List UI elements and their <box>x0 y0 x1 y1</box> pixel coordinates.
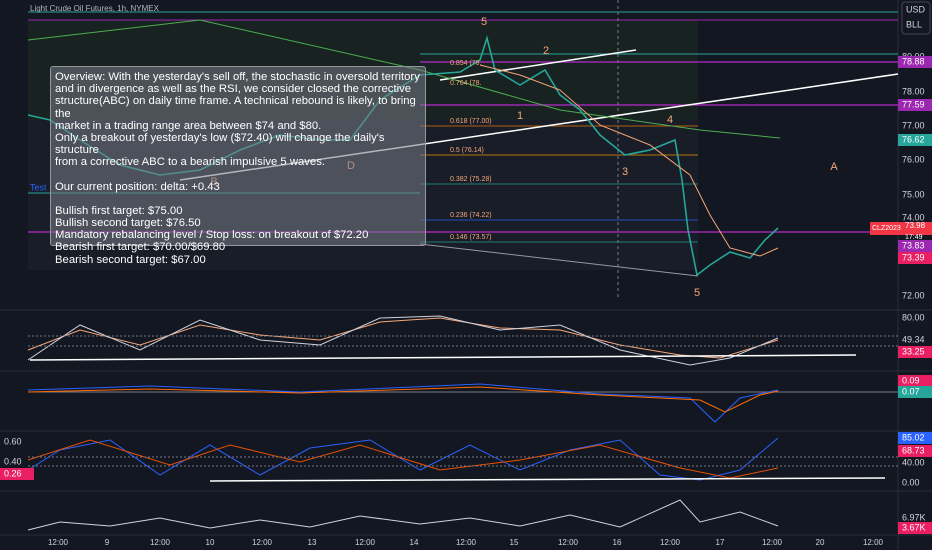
time-label: 9 <box>105 538 110 547</box>
axis-label-bg <box>898 99 932 111</box>
annotation-line: Our current position: delta: +0.43 <box>55 180 220 193</box>
axis-label: 3.67K <box>902 522 926 532</box>
axis-label: 78.00 <box>902 86 925 96</box>
unit: BLL <box>906 19 922 29</box>
annotation-paragraph: Overview: With the yesterday's sell off,… <box>55 71 421 169</box>
time-label: 12:00 <box>456 538 477 547</box>
time-label: 17 <box>716 538 725 547</box>
last-price-symbol: CLZ2023 <box>872 225 901 232</box>
time-label: 12:00 <box>660 538 681 547</box>
time-label: 15 <box>510 538 519 547</box>
axis-label: 78.88 <box>902 56 925 66</box>
annotation-line: Mandatory rebalancing level / Stop loss:… <box>55 229 369 242</box>
currency: USD <box>906 4 926 14</box>
annotation-line: structure(ABC) on daily time frame. A te… <box>55 95 416 120</box>
axis-label-left: 0.40 <box>4 456 22 466</box>
annotation-line: from a corrective ABC to a bearish impul… <box>55 156 325 169</box>
axis-label: 0.07 <box>902 386 920 396</box>
annotation-line: Bearish second target: $67.00 <box>55 253 206 266</box>
test-label: Test <box>30 182 47 192</box>
axis-label-bg <box>898 240 932 252</box>
axis-label-left-bg <box>0 468 34 480</box>
wave-label: 1 <box>517 110 523 122</box>
time-label: 12:00 <box>762 538 783 547</box>
axis-label: 73.39 <box>902 252 925 262</box>
annotation-paragraph: Bullish first target: $75.00 Bullish seco… <box>55 205 421 266</box>
time-label: 12:00 <box>48 538 69 547</box>
axis-label-bg <box>898 445 932 457</box>
axis-label: 76.62 <box>902 134 925 144</box>
wave-label: 2 <box>543 45 549 57</box>
axis-label: 0.00 <box>902 477 920 487</box>
axis-label: 80.00 <box>902 312 925 322</box>
axis-label-bg <box>898 134 932 146</box>
axis-label-left: 0.26 <box>4 468 22 478</box>
axis-label: 49.34 <box>902 334 925 344</box>
axis-label: 77.00 <box>902 120 925 130</box>
annotation-line: Bullish second target: $76.50 <box>55 217 201 230</box>
fib-label: 0.5 (76.14) <box>450 147 484 154</box>
annotation-line: Bullish first target: $75.00 <box>55 204 183 217</box>
annotation-paragraph: Our current position: delta: +0.43 <box>55 181 421 193</box>
fib-label: 0.618 (77.00) <box>450 118 492 125</box>
axis-label: 0.09 <box>902 375 920 385</box>
annotation-line: and in divergence as well as the RSI, we… <box>55 83 412 96</box>
axis-label-bg <box>898 386 932 398</box>
axis-label-bg <box>898 252 932 264</box>
wave-label: A <box>830 161 838 173</box>
annotation-box: Overview: With the yesterday's sell off,… <box>50 66 426 266</box>
axis-label: 73.83 <box>902 240 925 250</box>
fib-label: 0.854 (78. <box>450 60 482 67</box>
fib-label: 0.382 (75.28) <box>450 176 492 183</box>
time-label: 12:00 <box>355 538 376 547</box>
last-price: 73.98 <box>905 221 926 230</box>
fib-label: 0.146 (73.57) <box>450 234 492 241</box>
axis-label-bg <box>898 522 932 534</box>
axis-label-left: 0.60 <box>4 436 22 446</box>
axis-label: 68.73 <box>902 445 925 455</box>
wave-label: 5 <box>481 16 487 28</box>
annotation-line: market in a trading range area between $… <box>55 119 322 132</box>
time-label: 14 <box>410 538 419 547</box>
axis-label: 77.59 <box>902 99 925 109</box>
axis-label: 40.00 <box>902 457 925 467</box>
axis-label: 75.00 <box>902 189 925 199</box>
axis-label-bg <box>898 375 932 387</box>
unit-box <box>901 1 931 35</box>
axis-label-bg <box>898 432 932 444</box>
axis-label: 76.00 <box>902 154 925 164</box>
time-label: 12:00 <box>558 538 579 547</box>
fib-label: 0.764 (78. <box>450 80 482 87</box>
time-label: 10 <box>206 538 215 547</box>
axis-label: 85.02 <box>902 432 925 442</box>
time-label: 13 <box>308 538 317 547</box>
last-price-bg <box>870 222 932 235</box>
axis-label: 33.25 <box>902 346 925 356</box>
wave-label: 3 <box>622 166 628 178</box>
time-label: 12:00 <box>252 538 273 547</box>
annotation-line: Only a breakout of yesterday's low ($72.… <box>55 132 385 157</box>
axis-label-bg <box>898 56 932 68</box>
axis-label: 74.00 <box>902 212 925 222</box>
time-label: 20 <box>816 538 825 547</box>
annotation-line: Bearish first target: $70.00/$69.80 <box>55 241 226 254</box>
axis-label: 72.00 <box>902 290 925 300</box>
header-title: Light Crude Oil Futures, 1h, NYMEX <box>30 4 160 13</box>
axis-label-bg <box>898 346 932 358</box>
time-label: 12:00 <box>150 538 171 547</box>
time-label: 12:00 <box>863 538 884 547</box>
last-price-time: 17:49 <box>905 234 923 241</box>
time-label: 16 <box>613 538 622 547</box>
wave-label: 4 <box>667 114 673 126</box>
annotation-line: Overview: With the yesterday's sell off,… <box>55 71 420 83</box>
axis-label: 6.97K <box>902 512 926 522</box>
wave-label: 5 <box>694 287 700 299</box>
fib-label: 0.236 (74.22) <box>450 212 492 219</box>
